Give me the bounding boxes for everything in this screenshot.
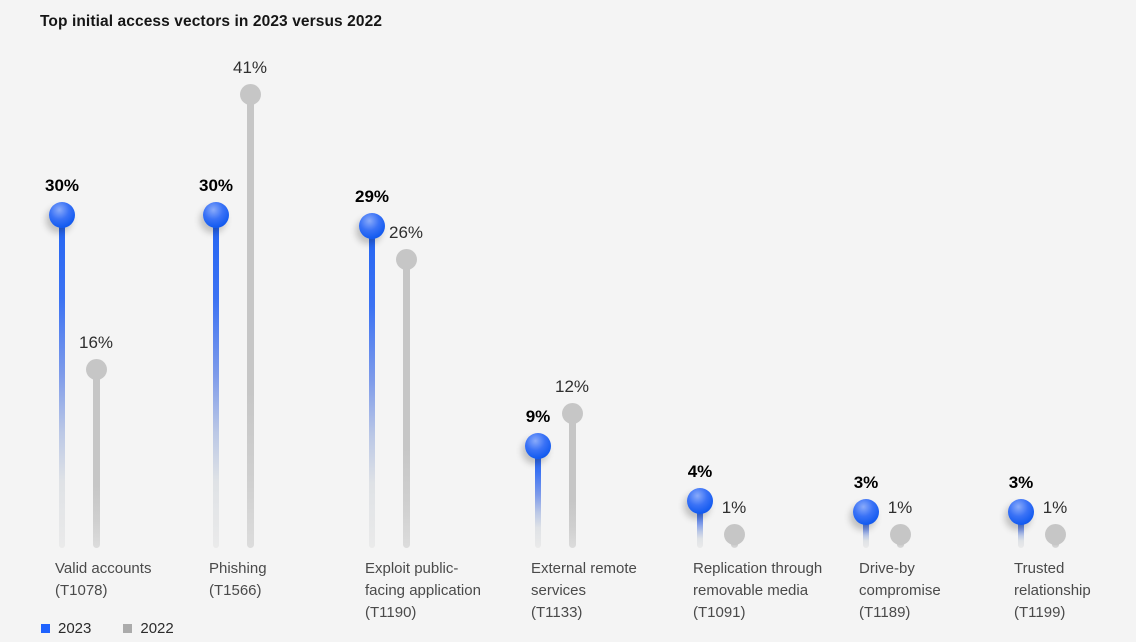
category-code: (T1190) xyxy=(365,604,417,621)
lollipop-stem-2022 xyxy=(92,369,100,548)
lollipop-ball-2023 xyxy=(49,202,75,228)
category-name: External remote services xyxy=(531,560,637,599)
category-code: (T1566) xyxy=(209,582,262,599)
lollipop-ball-2023 xyxy=(687,488,713,514)
category-label: Exploit public- facing application (T1190… xyxy=(365,558,535,624)
legend-item-2022: 2022 xyxy=(123,620,174,637)
category-name: Valid accounts xyxy=(55,560,152,577)
lollipop-ball-2023 xyxy=(525,433,551,459)
category-label: Phishing (T1566) xyxy=(209,558,379,602)
lollipop-ball-2023 xyxy=(853,499,879,525)
category-label: External remote services (T1133) xyxy=(531,558,701,624)
category-name: Exploit public- facing application xyxy=(365,560,481,599)
value-label-2023: 29% xyxy=(354,187,390,206)
lollipop-stem-2023 xyxy=(697,501,703,548)
lollipop-ball-2023 xyxy=(359,213,385,239)
category-label: Trusted relationship (T1199) xyxy=(1014,558,1136,624)
lollipop-stem-2022 xyxy=(568,413,576,548)
lollipop-ball-2022 xyxy=(395,248,417,270)
lollipop-stem-2022 xyxy=(246,94,254,548)
value-label-2023: 3% xyxy=(853,473,879,492)
lollipop-ball-2022 xyxy=(239,83,261,105)
category-code: (T1199) xyxy=(1014,604,1066,621)
lollipop-stem-2023 xyxy=(863,512,869,548)
lollipop-ball-2022 xyxy=(85,358,107,380)
lollipop-stem-2023 xyxy=(535,446,541,548)
value-label-2022: 1% xyxy=(887,497,913,517)
lollipop-ball-2022 xyxy=(723,523,745,545)
legend-swatch-2022-icon xyxy=(123,624,133,633)
value-label-2022: 16% xyxy=(78,332,114,352)
value-label-2023: 3% xyxy=(1008,473,1034,492)
category-label: Replication through removable media (T109… xyxy=(693,558,863,624)
category-code: (T1189) xyxy=(859,604,911,621)
value-label-2022: 26% xyxy=(388,222,424,242)
lollipop-ball-2023 xyxy=(203,202,229,228)
value-label-2022: 12% xyxy=(554,376,590,396)
category-name: Phishing xyxy=(209,560,267,577)
category-code: (T1091) xyxy=(693,604,746,621)
lollipop-ball-2023 xyxy=(1008,499,1034,525)
chart-legend: 2023 2022 xyxy=(41,620,174,637)
chart-title: Top initial access vectors in 2023 versu… xyxy=(40,13,383,30)
lollipop-stem-2023 xyxy=(59,215,65,548)
lollipop-stem-2023 xyxy=(1018,512,1024,548)
value-label-2023: 9% xyxy=(525,407,551,426)
legend-label-2023: 2023 xyxy=(58,620,92,637)
lollipop-stem-2022 xyxy=(402,259,410,548)
lollipop-ball-2022 xyxy=(889,523,911,545)
legend-label-2022: 2022 xyxy=(140,620,174,637)
value-label-2023: 30% xyxy=(44,176,80,195)
category-code: (T1133) xyxy=(531,604,583,621)
value-label-2022: 1% xyxy=(1042,497,1068,517)
lollipop-stem-2023 xyxy=(213,215,219,548)
value-label-2023: 30% xyxy=(198,176,234,195)
value-label-2022: 1% xyxy=(721,497,747,517)
legend-item-2023: 2023 xyxy=(41,620,91,637)
category-label: Drive-by compromise (T1189) xyxy=(859,558,1029,624)
category-name: Trusted relationship xyxy=(1014,560,1091,599)
category-label: Valid accounts (T1078) xyxy=(55,558,225,602)
lollipop-stem-2023 xyxy=(369,226,375,548)
category-name: Drive-by compromise xyxy=(859,560,941,599)
value-label-2023: 4% xyxy=(687,462,713,481)
category-name: Replication through removable media xyxy=(693,560,823,599)
legend-swatch-2023-icon xyxy=(41,624,50,633)
lollipop-ball-2022 xyxy=(561,402,583,424)
lollipop-ball-2022 xyxy=(1044,523,1066,545)
value-label-2022: 41% xyxy=(232,57,268,77)
category-code: (T1078) xyxy=(55,582,108,599)
